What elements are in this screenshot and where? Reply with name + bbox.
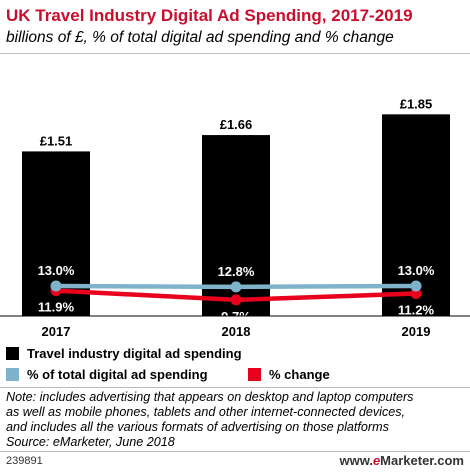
x-tick-label: 2019 [402, 324, 431, 339]
legend-label-change: % change [269, 367, 330, 382]
bar-value-label: £1.85 [400, 96, 433, 111]
legend-label-bar: Travel industry digital ad spending [27, 346, 242, 361]
note-line: and includes all the various formats of … [6, 420, 389, 434]
legend-item-share: % of total digital ad spending [6, 367, 208, 382]
note-line: as well as mobile phones, tablets and ot… [6, 405, 406, 419]
legend-item-change: % change [248, 367, 330, 382]
share-value-label: 13.0% [38, 263, 75, 278]
footer-divider [0, 451, 470, 452]
brand-prefix: www. [339, 453, 373, 468]
bar-value-label: £1.51 [40, 133, 73, 148]
share-point-2018 [230, 281, 242, 293]
x-tick-label: 2017 [42, 324, 71, 339]
change-value-label: 11.9% [38, 300, 75, 315]
legend-swatch-share [6, 368, 19, 381]
chart-note: Note: includes advertising that appears … [6, 390, 466, 450]
chart-id: 239891 [6, 455, 43, 467]
chart-subtitle: billions of £, % of total digital ad spe… [6, 29, 394, 46]
legend-item-bar: Travel industry digital ad spending [6, 346, 242, 361]
change-value-label: 11.2% [398, 303, 435, 318]
bar-value-label: £1.66 [220, 117, 253, 132]
note-source: Source: eMarketer, June 2018 [6, 435, 175, 449]
x-tick-label: 2018 [222, 324, 251, 339]
legend-swatch-change [248, 368, 261, 381]
change-point-2019 [410, 288, 422, 300]
share-point-2017 [50, 280, 62, 292]
change-point-2018 [230, 294, 242, 306]
note-line: Note: includes advertising that appears … [6, 390, 414, 404]
note-divider [0, 387, 470, 388]
chart-title: UK Travel Industry Digital Ad Spending, … [6, 6, 413, 25]
share-value-label: 12.8% [218, 264, 255, 279]
share-value-label: 13.0% [398, 263, 435, 278]
brand-e: e [372, 453, 381, 468]
legend-label-share: % of total digital ad spending [27, 367, 208, 382]
brand-logo[interactable]: www.eMarketer.com [339, 453, 464, 468]
brand-rest: Marketer.com [380, 453, 464, 468]
top-divider [0, 53, 470, 54]
share-point-2019 [410, 280, 422, 292]
legend-swatch-bar [6, 347, 19, 360]
